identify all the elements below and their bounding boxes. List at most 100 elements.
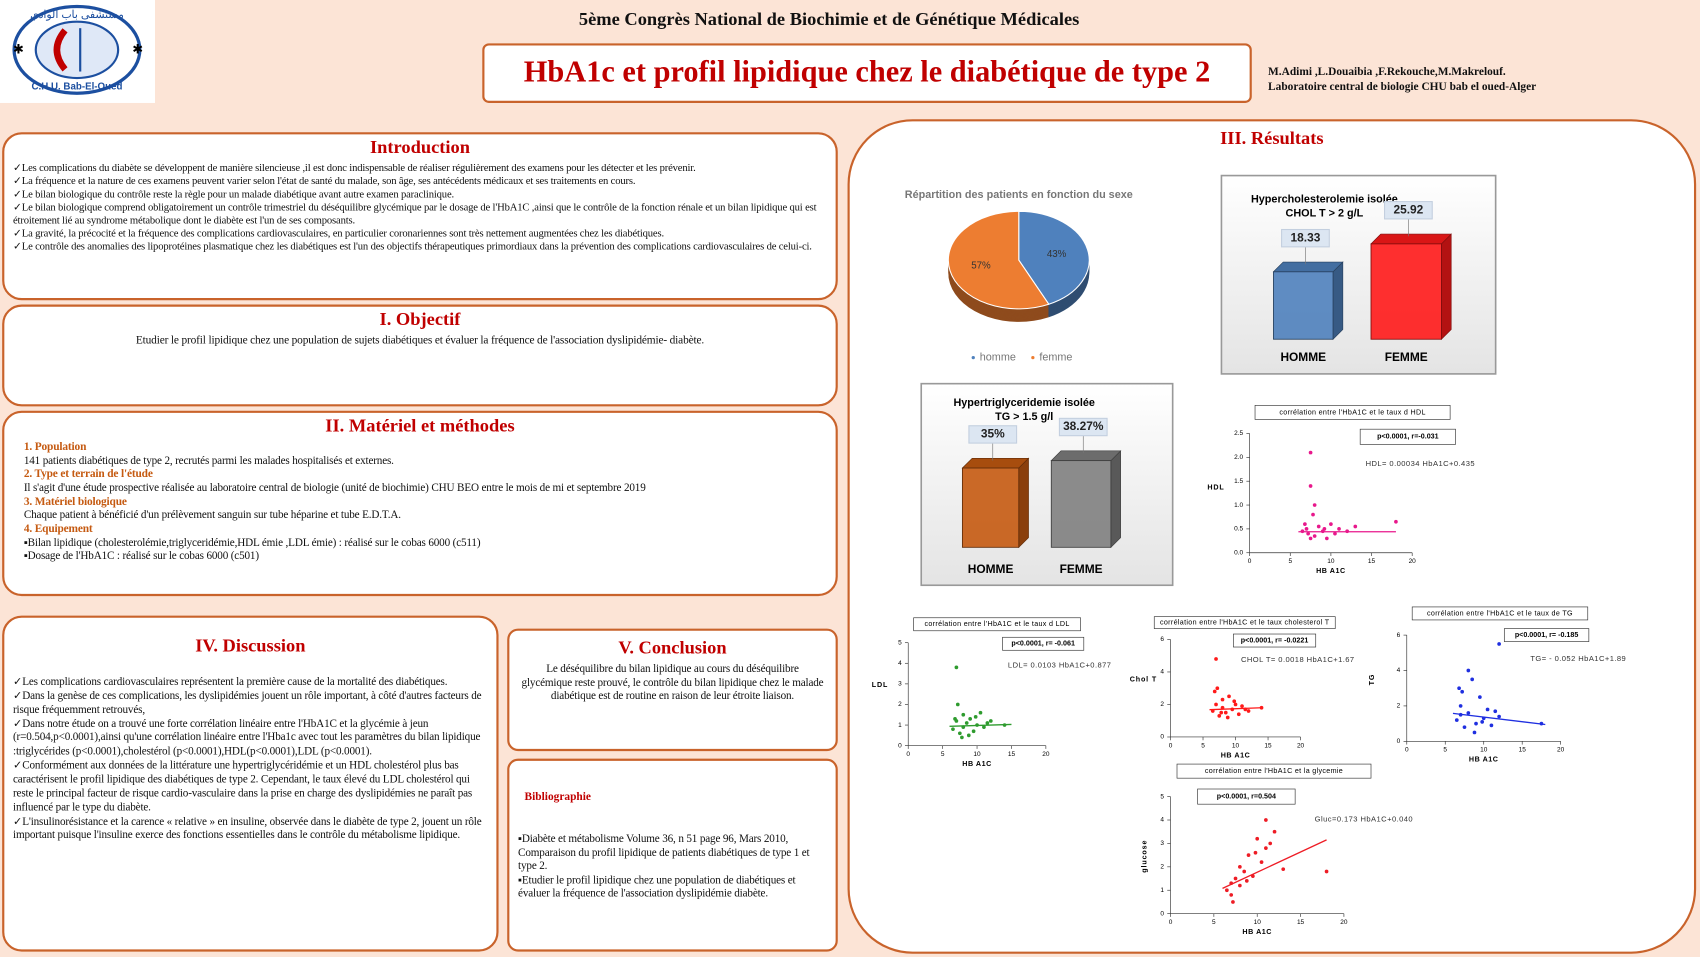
equation: LDL= 0.0103 HbA1C+0.877 [1008,660,1112,669]
point [1242,869,1247,874]
methods-line: Chaque patient à bénéficié d'un prélèvem… [23,509,401,522]
y-tick-label: 4 [898,660,902,667]
point [1466,668,1471,673]
point [1233,876,1238,881]
point [1255,836,1260,841]
trend-line [1452,712,1546,726]
value-label-box [1281,228,1330,248]
point [978,710,983,715]
point [1460,689,1465,694]
point [982,725,986,729]
point [1470,677,1475,682]
stats-box [1002,636,1085,651]
value-label: 18.33 [1291,230,1321,244]
point [954,665,959,670]
point [960,735,964,740]
category-label: FEMME [1060,562,1103,576]
x-tick-label: 15 [1264,742,1272,749]
point [961,712,966,717]
x-tick-label: 10 [1254,919,1262,926]
point [1238,864,1242,869]
methods-line: 141 patients diabétiques de type 2, recr… [23,454,394,467]
x-tick-label: 10 [1232,742,1240,749]
x-tick-label: 15 [1297,919,1305,926]
point [1268,841,1273,846]
point [985,721,990,725]
discussion-item: ✓Les complications cardiovasculaires rep… [13,676,448,689]
point [1316,524,1321,529]
point [988,719,993,723]
point [1322,527,1327,531]
value-label: 35% [981,427,1005,441]
conclusion-panel: V. Conclusion Le déséquilibre du bilan l… [507,628,838,752]
point [1223,710,1228,715]
point [1308,450,1313,455]
methods-line: Il s'agit d'une étude prospective réalis… [23,482,646,495]
methods-panel: II. Matériel et méthodes 1. Population 14… [2,410,838,597]
point [1232,699,1237,704]
logo-text: C.H.U. Bab-El-Oued [31,81,122,92]
logo-star: ✱ [132,41,143,56]
y-tick-label: 2.5 [1234,430,1243,437]
intro-item: ✓Le bilan biologique comprend obligatoir… [13,201,817,227]
y-axis-label: glucose [1140,840,1148,873]
point [1236,712,1241,717]
logo-arabic: مستشفى باب الوادي [30,9,124,21]
trend-line [1222,839,1327,889]
y-axis-label: Chol T [1130,675,1157,683]
bar-side [1110,450,1121,549]
point [1472,730,1477,735]
y-tick-label: 6 [1397,632,1401,639]
intro-item: ✓Le bilan biologique du contrôle reste l… [13,188,454,201]
point [964,721,969,725]
y-tick-label: 1 [1160,887,1164,894]
point [1303,522,1307,526]
value-label: 38.27% [1063,419,1104,433]
category-label: HOMME [968,562,1014,576]
authors: M.Adimi ,L.Douaibia ,F.Rekouche,M.Makrel… [1268,65,1536,95]
chart-title-box [1176,763,1372,779]
congress: 5ème Congrès National de Biochimie et de… [578,8,1080,30]
x-tick-label: 5 [1443,747,1447,754]
section-title: IV. Discussion [195,635,306,656]
point [1306,531,1310,536]
discussion-item: ✓Dans la genèse de ces complications, le… [13,690,482,717]
point [1240,704,1244,708]
poster-title: HbA1c et profil lipidique chez le diabét… [482,43,1252,103]
point [1333,531,1337,536]
point [1259,860,1264,864]
y-axis-label: LDL [872,681,888,689]
x-tick-label: 20 [1297,742,1305,749]
section-title: II. Matériel et méthodes [325,415,515,436]
x-tick-label: 5 [941,751,945,758]
point [1329,522,1333,526]
stats: p<0.0001, r=-0.031 [1377,433,1439,441]
point [1253,850,1258,855]
x-tick-label: 10 [1480,747,1488,754]
stats: p<0.0001, r= -0.185 [1515,631,1579,639]
y-tick-label: 4 [1397,667,1401,674]
discussion-panel: IV. Discussion ✓Les complications cardio… [2,615,499,952]
point [955,702,960,707]
objectif-panel: I. Objectif Etudier le profil lipidique … [2,304,838,407]
point [1272,829,1277,834]
authors-line: Laboratoire central de biologie CHU bab … [1268,81,1537,94]
point [1308,536,1313,541]
x-tick-label: 0 [1169,742,1173,749]
authors-line: M.Adimi ,L.Douaibia ,F.Rekouche,M.Makrel… [1268,66,1506,79]
bar-side [1441,233,1452,341]
introduction-body: ✓Les complications du diabète se dévelop… [4,163,835,254]
point [1394,519,1398,524]
section-title: V. Conclusion [618,637,727,658]
x-tick-label: 15 [1008,751,1016,758]
bar [1050,460,1112,548]
intro-item: ✓La gravité, la précocité et la fréquenc… [13,227,664,240]
methods-heading: 1. Population [23,441,87,454]
legend-label: homme [980,352,1016,364]
point [1457,686,1461,691]
chart-title: corrélation entre l'HbA1C et le taux cho… [1160,619,1330,627]
point [1462,725,1467,729]
value-label-box [1384,201,1433,220]
stats-box [1233,633,1317,648]
